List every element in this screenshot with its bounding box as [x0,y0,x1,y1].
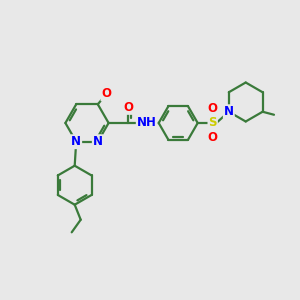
Text: S: S [208,116,217,130]
Text: O: O [101,88,112,100]
Text: O: O [207,131,217,144]
Text: NH: NH [137,116,157,130]
Text: N: N [71,135,81,148]
Text: O: O [123,101,133,114]
Text: N: N [93,135,103,148]
Text: O: O [207,102,217,115]
Text: N: N [224,105,234,118]
